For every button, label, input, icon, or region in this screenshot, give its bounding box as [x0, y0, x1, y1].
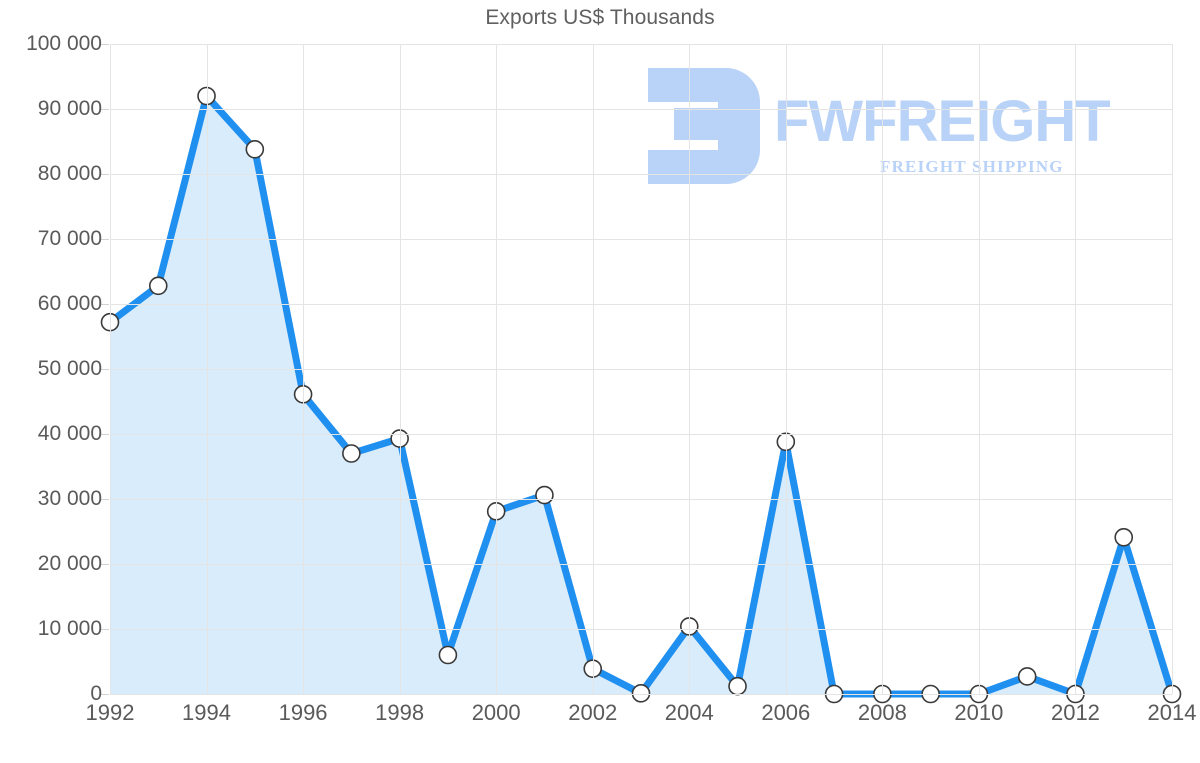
x-axis-label: 2010 [954, 700, 1004, 725]
gridline-horizontal [110, 369, 1172, 370]
y-axis-tick [101, 239, 109, 240]
gridline-vertical [110, 44, 111, 694]
y-axis-label: 90 000 [37, 97, 102, 120]
x-axis-label: 2002 [568, 700, 618, 725]
y-axis-label: 50 000 [37, 357, 102, 380]
series-area-fill [110, 96, 1172, 694]
gridline-vertical [978, 44, 980, 694]
y-axis-label: 60 000 [37, 292, 102, 315]
x-axis-label: 1992 [85, 700, 135, 725]
y-axis-label: 30 000 [37, 487, 102, 510]
gridline-vertical [399, 44, 401, 694]
gridline-horizontal [110, 174, 1172, 175]
gridline-vertical [496, 44, 498, 694]
gridline-horizontal [110, 304, 1172, 305]
y-axis-tick [101, 564, 109, 565]
gridline-horizontal [110, 499, 1172, 500]
y-axis-label: 100 000 [26, 32, 102, 55]
y-axis-label: 10 000 [37, 617, 102, 640]
y-axis-tick [101, 109, 109, 110]
x-axis-label: 2004 [664, 700, 714, 725]
chart-title: Exports US$ Thousands [485, 6, 715, 29]
y-axis-label: 70 000 [37, 227, 102, 250]
plot-area [100, 44, 1182, 704]
x-axis-label: 2000 [471, 700, 521, 725]
data-point-marker[interactable] [535, 485, 554, 505]
y-axis-tick [101, 629, 109, 630]
gridline-vertical [689, 44, 691, 694]
data-point-marker[interactable] [1017, 667, 1037, 686]
gridline-vertical [303, 44, 305, 694]
y-axis-tick [101, 369, 109, 370]
y-axis-tick [101, 44, 109, 45]
y-axis-tick [101, 304, 109, 305]
data-point-marker[interactable] [728, 676, 747, 696]
x-axis-label: 2006 [761, 700, 811, 725]
x-axis-label: 2014 [1147, 700, 1197, 725]
gridline-horizontal [110, 239, 1172, 240]
x-axis-label: 1998 [375, 700, 425, 725]
gridline-horizontal [110, 629, 1172, 630]
data-point-marker[interactable] [148, 276, 168, 296]
gridline-horizontal [110, 434, 1172, 435]
y-axis-tick [101, 694, 109, 695]
y-axis-label: 80 000 [37, 162, 102, 185]
y-axis-label: 40 000 [37, 422, 102, 445]
gridline-vertical [1075, 44, 1077, 694]
data-point-marker[interactable] [631, 684, 651, 703]
data-point-marker[interactable] [342, 444, 361, 463]
gridline-vertical [206, 44, 208, 694]
gridline-vertical [1172, 44, 1173, 694]
y-axis-tick [101, 499, 109, 500]
data-point-marker[interactable] [438, 645, 458, 665]
x-axis-label: 1994 [182, 700, 232, 725]
data-point-marker[interactable] [1114, 528, 1134, 547]
gridline-horizontal [110, 44, 1172, 45]
gridline-vertical [882, 44, 884, 694]
y-axis-tick [101, 434, 109, 435]
gridline-vertical [592, 44, 594, 694]
gridline-vertical [785, 44, 787, 694]
gridline-horizontal [110, 564, 1172, 565]
y-axis-label: 20 000 [37, 552, 102, 575]
x-axis-label: 2012 [1050, 700, 1100, 725]
gridline-horizontal [110, 694, 1172, 695]
gridline-horizontal [110, 109, 1172, 110]
y-axis-label: 0 [90, 682, 102, 705]
y-axis-tick [101, 174, 109, 175]
x-axis-label: 2008 [857, 700, 907, 725]
data-point-marker[interactable] [245, 140, 265, 159]
x-axis-label: 1996 [278, 700, 328, 725]
